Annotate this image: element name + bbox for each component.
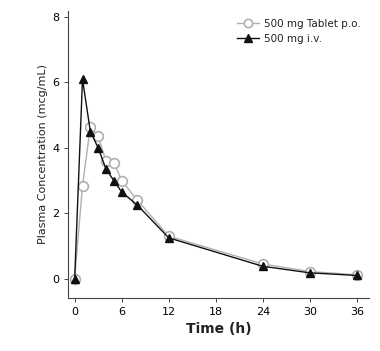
Legend: 500 mg Tablet p.o., 500 mg i.v.: 500 mg Tablet p.o., 500 mg i.v. [237, 19, 360, 44]
Y-axis label: Plasma Concentration (mcg/mL): Plasma Concentration (mcg/mL) [38, 65, 48, 244]
X-axis label: Time (h): Time (h) [186, 322, 251, 336]
